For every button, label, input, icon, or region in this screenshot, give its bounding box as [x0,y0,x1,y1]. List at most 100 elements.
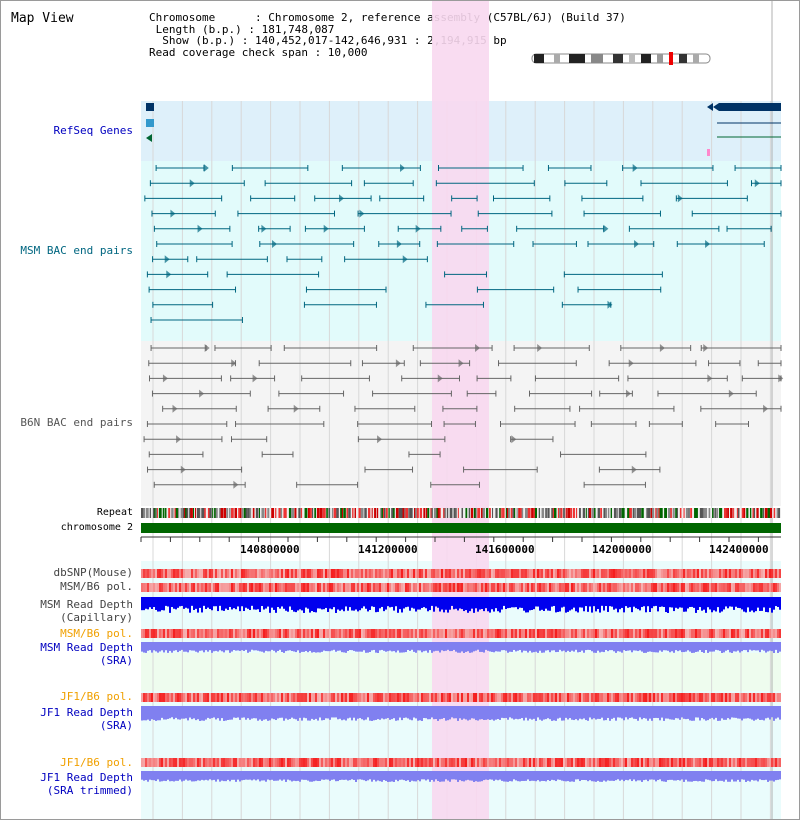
read-depth-tracks[interactable] [141,597,781,782]
polymorphism-bin [411,693,413,702]
polymorphism-bin [405,629,407,638]
polymorphism-bin [471,629,473,638]
polymorphism-bin [207,758,209,767]
gene-feature[interactable] [719,103,781,111]
depth-bin [553,642,555,651]
msm-bac-pair [400,164,406,172]
depth-bin [715,771,717,780]
refseq-gene-track[interactable] [146,103,781,156]
track-label-jf1-b6-pol-2[interactable]: JF1/B6 pol. [60,756,133,769]
depth-bin [511,771,513,782]
polymorphism-bin [615,569,617,578]
polymorphism-bin [681,693,683,702]
depth-bin [303,642,305,652]
polymorphism-bin [153,569,155,578]
polymorphism-bin [359,629,361,638]
track-label-jf1-depth[interactable]: JF1 Read Depth [40,706,133,719]
depth-bin [407,642,409,650]
polymorphism-bin [221,583,223,592]
selection-highlight[interactable] [432,1,489,819]
gene-feature[interactable] [707,149,710,156]
b6n-bac-end-pairs[interactable] [143,344,784,489]
track-label-jf1-depth-trimmed[interactable]: JF1 Read Depth [40,771,133,784]
track-label-msm-depth-capillary[interactable]: MSM Read Depth [40,598,133,611]
polymorphism-bin [181,693,183,702]
polymorphism-bin [489,583,491,592]
polymorphism-bin [181,569,183,578]
polymorphism-bin [173,693,175,702]
chromosome-bar[interactable] [141,523,781,533]
track-label-dbsnp[interactable]: dbSNP(Mouse) [53,566,133,579]
msm-bac-end-pairs[interactable] [144,164,782,323]
depth-bin [213,706,215,718]
polymorphism-bin [653,569,655,578]
gene-feature[interactable] [713,103,719,111]
depth-bin [603,706,605,721]
depth-bin [625,706,627,718]
depth-bin [253,706,255,719]
depth-bin [339,642,341,651]
polymorphism-bin [205,583,207,592]
polymorphism-bin [675,629,677,638]
track-label-jf1-b6-pol[interactable]: JF1/B6 pol. [60,690,133,703]
repeat-element [196,508,200,518]
track-label-msm-bac[interactable]: MSM BAC end pairs [20,244,133,257]
polymorphism-bin [775,569,777,578]
track-label-msm-b6-pol-sra[interactable]: MSM/B6 pol. [60,627,133,640]
depth-bin [765,642,767,653]
depth-bin [185,642,187,652]
track-label-b6n-bac[interactable]: B6N BAC end pairs [20,416,133,429]
polymorphism-bin [319,693,321,702]
depth-bin [245,771,247,780]
depth-bin [521,706,523,719]
polymorphism-tracks[interactable] [141,569,781,767]
polymorphism-bin [295,693,297,702]
depth-bin [661,642,663,652]
polymorphism-bin [421,693,423,702]
depth-bin [709,597,711,610]
track-label-msm-b6-pol[interactable]: MSM/B6 pol. [60,580,133,593]
depth-bin [415,771,417,782]
depth-bin [421,597,423,608]
polymorphism-bin [361,629,363,638]
gene-feature[interactable] [707,103,713,111]
depth-bin [747,597,749,608]
depth-bin [187,706,189,721]
gene-feature[interactable] [146,103,154,111]
polymorphism-bin [643,693,645,702]
gene-feature[interactable] [146,134,152,142]
b6n-bac-pair [180,465,186,474]
depth-bin [699,642,701,651]
depth-bin [635,642,637,651]
depth-bin [423,706,425,719]
polymorphism-bin [627,569,629,578]
track-label-repeat[interactable]: Repeat [96,507,133,518]
polymorphism-bin [779,693,781,702]
polymorphism-bin [465,583,467,592]
repeat-track[interactable] [141,508,781,518]
track-label-refseq[interactable]: RefSeq Genes [53,124,133,137]
polymorphism-bin [165,569,167,578]
track-label-msm-depth-sra[interactable]: MSM Read Depth [40,641,133,654]
track-label-chromosome[interactable]: chromosome 2 [60,522,133,533]
polymorphism-bin [569,758,571,767]
polymorphism-bin [601,758,603,767]
depth-bin [179,642,181,651]
depth-bin [325,597,327,608]
chromosome-ideogram[interactable] [531,52,711,65]
gene-feature[interactable] [146,119,154,127]
polymorphism-bin [397,583,399,592]
depth-bin [245,642,247,650]
depth-bin [609,597,611,607]
polymorphism-bin [419,629,421,638]
polymorphism-bin [443,629,445,638]
polymorphism-bin [683,569,685,578]
repeat-element [733,508,735,518]
polymorphism-bin [657,693,659,702]
polymorphism-bin [621,629,623,638]
depth-bin [665,597,667,613]
repeat-element [516,508,518,518]
polymorphism-bin [705,758,707,767]
polymorphism-bin [223,693,225,702]
